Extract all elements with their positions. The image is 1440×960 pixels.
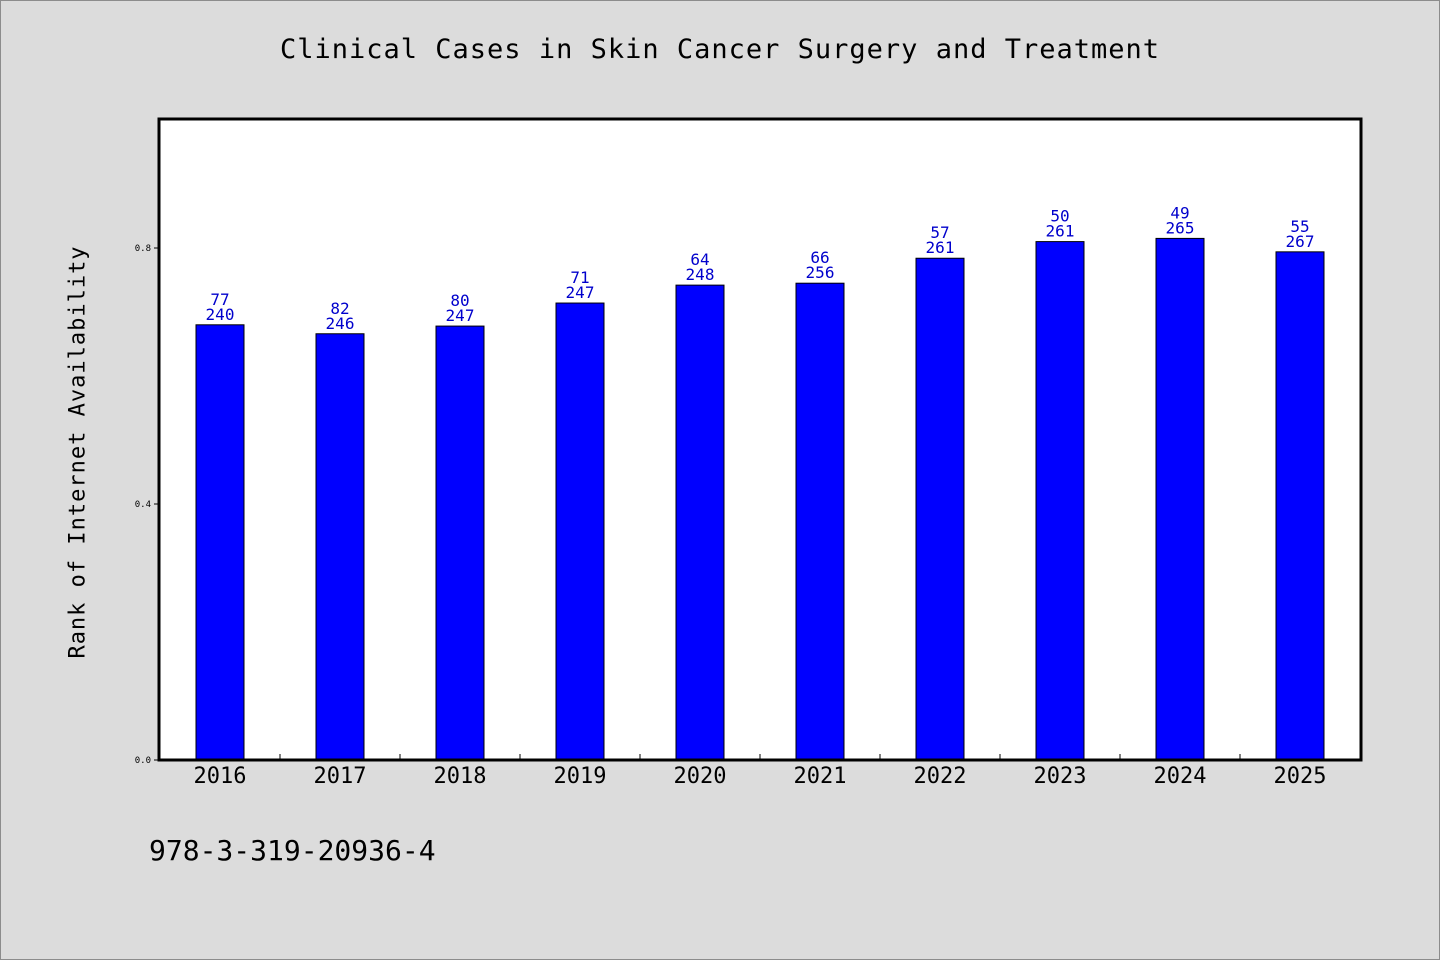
bar-label-bottom-2021: 256 bbox=[806, 263, 835, 282]
x-tick-label-2022: 2022 bbox=[914, 764, 967, 789]
bar-label-top-2024: 49 bbox=[1170, 203, 1189, 222]
bar-2023 bbox=[1035, 241, 1085, 761]
x-tick-label-2019: 2019 bbox=[554, 764, 607, 789]
plot-border bbox=[157, 117, 1363, 762]
bar-label-bottom-2018: 247 bbox=[446, 306, 475, 325]
bar-label-bottom-2016: 240 bbox=[206, 305, 235, 324]
x-tick-label-2025: 2025 bbox=[1274, 764, 1327, 789]
bar-2024 bbox=[1155, 237, 1205, 761]
bar-label-bottom-2025: 267 bbox=[1286, 232, 1315, 251]
bar-label-top-2018: 80 bbox=[450, 291, 469, 310]
bar-label-top-2022: 57 bbox=[930, 223, 949, 242]
bar-2017 bbox=[315, 333, 365, 761]
x-tick-label-2018: 2018 bbox=[434, 764, 487, 789]
x-tick-label-2021: 2021 bbox=[794, 764, 847, 789]
bar-label-top-2020: 64 bbox=[690, 250, 709, 269]
bar-2020 bbox=[675, 284, 725, 761]
y-tick-label: 0.0 bbox=[135, 756, 151, 766]
y-tick-label: 0.4 bbox=[135, 500, 151, 510]
bar-2021 bbox=[795, 282, 845, 761]
axis-ticks-group: 2016 2017 2018 2019 2020 2021 2022 2023 2024 2025… bbox=[135, 244, 1327, 789]
bar-label-top-2023: 50 bbox=[1050, 207, 1069, 226]
bar-label-top-2019: 71 bbox=[570, 268, 589, 287]
bar-2016 bbox=[195, 324, 245, 761]
bar-label-bottom-2024: 265 bbox=[1166, 218, 1195, 237]
bar-label-bottom-2019: 247 bbox=[566, 283, 595, 302]
bar-2019 bbox=[555, 302, 605, 761]
chart-title: Clinical Cases in Skin Cancer Surgery an… bbox=[279, 34, 1161, 65]
x-tick-label-2023: 2023 bbox=[1034, 764, 1087, 789]
bar-2018 bbox=[435, 325, 485, 761]
isbn-code: 978-3-319-20936-4 bbox=[149, 834, 436, 867]
bar-label-bottom-2023: 261 bbox=[1046, 222, 1075, 241]
x-tick-label-2020: 2020 bbox=[674, 764, 727, 789]
bar-label-top-2016: 77 bbox=[210, 290, 229, 309]
bar-2022 bbox=[915, 257, 965, 761]
bar-label-bottom-2017: 246 bbox=[326, 314, 355, 333]
bar-2025 bbox=[1275, 251, 1325, 761]
bar-label-top-2017: 82 bbox=[330, 299, 349, 318]
x-tick-label-2017: 2017 bbox=[314, 764, 367, 789]
bar-label-bottom-2020: 248 bbox=[686, 265, 715, 284]
x-tick-label-2016: 2016 bbox=[194, 764, 247, 789]
bar-label-top-2021: 66 bbox=[810, 248, 829, 267]
bar-label-top-2025: 55 bbox=[1290, 217, 1309, 236]
bar-label-bottom-2022: 261 bbox=[926, 238, 955, 257]
x-tick-label-2024: 2024 bbox=[1154, 764, 1207, 789]
y-tick-label: 0.8 bbox=[135, 244, 151, 254]
